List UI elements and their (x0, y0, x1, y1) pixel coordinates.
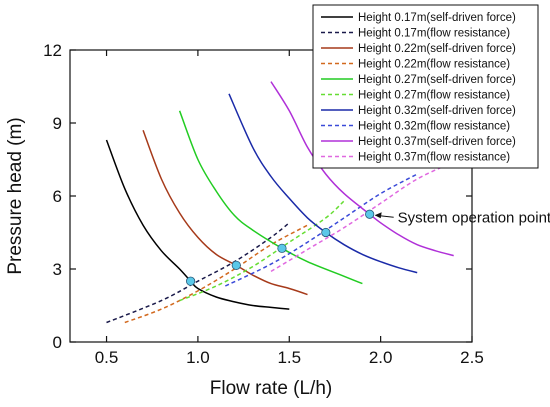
series-line-3 (142, 130, 308, 296)
legend-label-8: Height 0.32m(flow resistance) (358, 121, 510, 133)
operation-point-4 (321, 227, 331, 238)
y-tick-label: 6 (53, 187, 62, 206)
x-tick-label: 0.5 (95, 348, 119, 367)
x-tick-label: 2.0 (369, 348, 393, 367)
legend-label-2: Height 0.17m(flow resistance) (358, 28, 510, 40)
series-line-10 (270, 161, 455, 273)
legend-label-5: Height 0.27m(self-driven force) (358, 74, 516, 86)
y-tick-label: 3 (53, 260, 62, 279)
annotation: System operation point (374, 209, 550, 226)
legend-label-7: Height 0.32m(self-driven force) (358, 105, 516, 117)
x-axis-title: Flow rate (L/h) (210, 378, 332, 399)
annotation-label: System operation point (398, 209, 550, 226)
operation-points (186, 209, 375, 286)
axes: 0.5 1.0 1.5 2.0 2.5 0 3 6 9 12 Flow rate (L/h) Pres… (5, 41, 484, 399)
x-tick-label: 2.5 (460, 348, 484, 367)
series-line-4 (124, 224, 308, 324)
x-tick-label: 1.5 (277, 348, 301, 367)
operation-point-5 (365, 209, 375, 219)
legend-label-4: Height 0.22m(flow resistance) (358, 59, 510, 71)
x-tick-label: 1.0 (186, 348, 210, 367)
legend-label-3: Height 0.22m(self-driven force) (358, 43, 516, 55)
series-line-5 (178, 110, 363, 285)
y-tick-label: 9 (53, 114, 62, 133)
legend-label-10: Height 0.37m(flow resistance) (358, 152, 510, 164)
y-tick-label: 12 (43, 41, 62, 60)
series-line-2 (106, 222, 290, 324)
y-tick-label: 0 (53, 333, 62, 352)
operation-point-2 (231, 260, 241, 270)
operation-point-1 (186, 276, 196, 286)
legend-label-1: Height 0.17m(self-driven force) (358, 12, 516, 24)
legend-label-9: Height 0.37m(self-driven force) (358, 136, 516, 148)
y-axis-title: Pressure head (m) (5, 117, 26, 274)
legend: Height 0.17m(self-driven force) Height 0.… (312, 4, 539, 169)
annotation-arrow-head (374, 212, 382, 219)
operation-point-3 (277, 243, 287, 253)
series-line-1 (105, 139, 290, 310)
series-line-6 (179, 200, 345, 302)
legend-label-6: Height 0.27m(flow resistance) (358, 90, 510, 102)
